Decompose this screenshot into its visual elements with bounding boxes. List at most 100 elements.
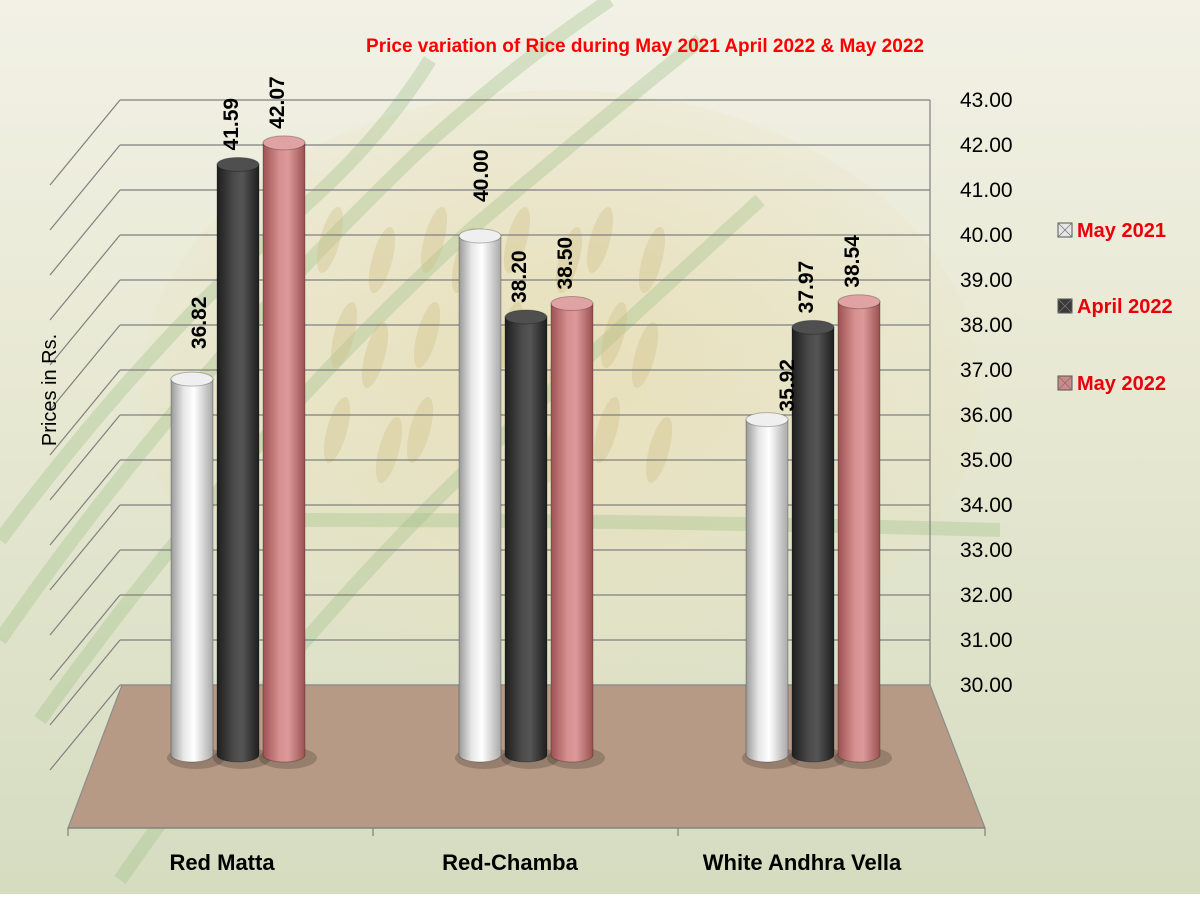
data-labels: 36.82 40.00 35.92 41.59 38.20 37.97 42.07 38.50… [188,76,864,411]
background-grain [586,207,614,273]
side-gridline [49,414,121,501]
bar-cap [745,412,789,428]
y-tick-label: 39.00 [960,269,1013,292]
side-gridline [49,144,121,231]
bar-body [216,163,260,763]
data-label: 42.07 [266,76,289,129]
background-grain [645,417,673,483]
side-gridline [49,189,121,276]
side-gridline [49,504,121,591]
background-grain [638,227,666,293]
background-grain [420,207,448,273]
bar-may-2022-red-matta [259,135,317,769]
bar-cap [504,309,548,325]
background-leaf [299,513,1001,537]
bars [167,135,892,769]
bar-cap [791,319,835,335]
y-tick-label: 34.00 [960,494,1013,517]
background-grain [330,302,358,368]
y-tick-label: 38.00 [960,314,1013,337]
bar-body [504,316,548,763]
bar-body [837,301,881,763]
y-tick-label: 36.00 [960,404,1013,427]
side-gridline [49,99,121,186]
bar-cap [837,294,881,310]
background-grain [600,302,628,368]
background-grain [413,302,441,368]
side-gridline [49,234,121,321]
y-tick-label: 41.00 [960,179,1013,202]
legend-swatch-mark [1057,298,1073,314]
bar-body [791,326,835,763]
bar-may-2022-red-chamba [547,296,605,769]
side-gridline [49,279,121,366]
bar-cap [550,296,594,311]
side-gridline [49,324,121,411]
bar-body [170,378,214,763]
bar-april-2022-white-andhra-vella [788,319,846,769]
y-tick-label: 42.00 [960,134,1013,157]
background-grain [361,322,389,388]
y-tick-label: 32.00 [960,584,1013,607]
y-tick-label: 30.00 [960,674,1013,697]
x-tick-label: White Andhra Vella [703,850,902,875]
background-grain [503,207,531,273]
y-tick-label: 35.00 [960,449,1013,472]
bar-cap [216,156,260,172]
side-gridline [49,459,121,546]
side-gridline [49,369,121,456]
data-label: 37.97 [795,261,818,314]
background-grain [631,322,659,388]
data-label: 36.82 [188,297,211,350]
legend-item: April 2022 [1057,296,1173,318]
legend-item: May 2021 [1057,220,1166,242]
chart-title: Price variation of Rice during May 2021 … [366,36,924,57]
legend-label: April 2022 [1077,296,1173,318]
bar-may-2021-red-chamba [455,228,513,769]
background-leaf [34,34,705,725]
y-tick-label: 43.00 [960,89,1013,112]
data-label: 38.54 [841,235,864,288]
bar-cap [170,371,214,387]
bar-may-2021-red-matta [167,371,225,769]
background-grain [368,227,396,293]
x-tick-label: Red-Chamba [442,850,578,875]
side-gridline [49,639,121,726]
legend-item: May 2022 [1057,373,1166,395]
y-tick-label: 33.00 [960,539,1013,562]
bar-april-2022-red-matta [213,156,271,769]
data-label: 40.00 [470,149,493,202]
data-label: 38.20 [508,250,531,303]
legend: May 2021 April 2022 May 2022 [1057,220,1173,395]
y-tick-label: 37.00 [960,359,1013,382]
axes: 30.00 31.00 32.00 33.00 34.00 35.00 36.00 37.00… [67,89,1013,875]
background-grain [375,417,403,483]
legend-swatch-mark [1057,375,1073,391]
bar-body [458,235,502,763]
bar-body [745,419,789,763]
side-gridline [49,594,121,681]
background-grain [323,397,351,463]
y-tick-label: 31.00 [960,629,1013,652]
bar-body [262,142,306,763]
bar-may-2021-white-andhra-vella [742,412,800,769]
background-grain [316,207,344,273]
background-grain [593,397,621,463]
bar-body [550,303,594,763]
data-label: 35.92 [776,359,799,412]
side-gridline [49,549,121,636]
background-grain [406,397,434,463]
bar-may-2022-white-andhra-vella [834,294,892,769]
legend-swatch-mark [1057,222,1073,238]
bar-cap [262,135,306,151]
background-leaf [0,0,614,644]
data-label: 41.59 [220,98,243,151]
y-axis-label: Prices in Rs. [39,334,61,446]
bar-cap [458,228,502,244]
data-label: 38.50 [554,237,577,290]
bar-april-2022-red-chamba [501,309,559,769]
y-tick-label: 40.00 [960,224,1013,247]
legend-label: May 2022 [1077,373,1166,395]
